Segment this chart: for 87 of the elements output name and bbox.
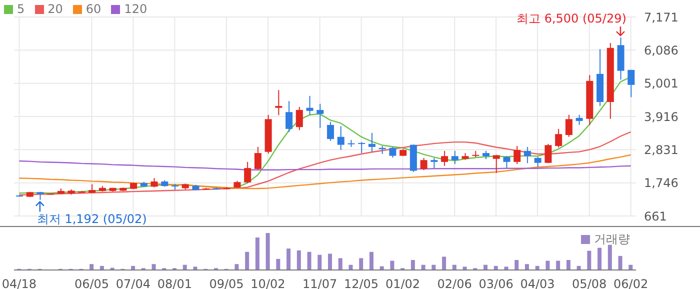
bar [504, 266, 508, 270]
candlestick [368, 132, 376, 152]
candlestick [451, 150, 458, 165]
y-tick-label: 7,171 [644, 10, 678, 24]
bar [328, 254, 332, 270]
y-tick-label: 661 [644, 209, 667, 224]
candlestick [389, 146, 396, 158]
x-tick-label: 11/07 [302, 277, 338, 289]
candlestick [358, 142, 366, 154]
candlestick [316, 103, 324, 128]
bar [307, 252, 312, 270]
bar [598, 248, 602, 270]
bar [369, 252, 374, 270]
candlestick [286, 100, 293, 132]
x-tick-label: 03/06 [478, 277, 514, 289]
bar [524, 264, 529, 270]
candlestick [150, 178, 158, 188]
candlestick [327, 121, 334, 142]
bar [608, 244, 612, 270]
bar [318, 254, 322, 270]
legend-label: 120 [124, 2, 148, 16]
x-tick-label: 10/02 [250, 277, 286, 289]
y-tick-label: 2,831 [644, 142, 678, 157]
candlestick [628, 69, 635, 98]
bar [566, 260, 570, 270]
candlestick [337, 126, 344, 151]
bar [276, 258, 280, 270]
bar [556, 260, 560, 270]
x-tick-label: 09/05 [209, 277, 244, 289]
bar [255, 237, 260, 270]
y-tick-label: 1,746 [644, 176, 678, 190]
bar [618, 256, 622, 270]
candlestick [244, 161, 252, 184]
x-tick-label: 06/05 [74, 277, 110, 289]
x-tick-label: 05/08 [572, 277, 607, 289]
candlestick [534, 156, 542, 168]
line-series [18, 154, 632, 190]
legend-label: 거래량 [594, 231, 630, 248]
legend-label: 5 [17, 2, 25, 16]
x-tick-label: 12/05 [344, 277, 379, 289]
bar [266, 233, 270, 270]
annotation: 최저 1,192 (05/02) [36, 212, 147, 226]
candlestick [576, 114, 583, 126]
x-tick-label: 07/04 [116, 277, 151, 289]
bar [152, 264, 156, 270]
legend-label: 20 [48, 2, 63, 16]
bar [442, 256, 446, 270]
bar [193, 266, 198, 270]
x-tick-label: 08/01 [157, 277, 192, 289]
bar [390, 260, 394, 270]
y-tick-label: 3,916 [644, 110, 678, 124]
candlestick [555, 128, 562, 148]
candlestick [441, 150, 448, 166]
candlestick [514, 146, 521, 165]
bar [546, 260, 550, 270]
annotation: 최고 6,500 (05/29) [516, 12, 626, 26]
x-tick-label: 02/06 [437, 277, 472, 289]
bar [359, 258, 364, 270]
bar [338, 258, 342, 270]
candlestick [544, 143, 552, 164]
bar [514, 260, 519, 270]
candlestick [492, 154, 500, 174]
bar [296, 250, 301, 270]
bar [234, 264, 239, 270]
bar [286, 248, 291, 270]
line-series [18, 131, 632, 196]
candlestick [565, 114, 572, 138]
bar [90, 264, 94, 270]
x-tick-label: 04/03 [520, 277, 555, 289]
candlestick [420, 157, 428, 171]
y-tick-label: 5,001 [644, 76, 678, 91]
candlestick [306, 95, 314, 116]
bar [410, 260, 415, 270]
candlestick [524, 146, 531, 164]
candlestick [296, 106, 303, 131]
x-tick-label: 04/18 [2, 277, 36, 289]
candlestick [430, 157, 438, 169]
bar [462, 266, 467, 270]
candlestick [275, 90, 282, 116]
legend-label: 60 [86, 2, 102, 16]
y-tick-label: 6,086 [644, 43, 678, 58]
candlestick [254, 146, 262, 170]
x-tick-label: 06/02 [614, 277, 648, 289]
candlestick [503, 156, 510, 169]
bar [245, 252, 250, 270]
bar [587, 250, 592, 270]
x-tick-label: 01/02 [385, 277, 420, 289]
